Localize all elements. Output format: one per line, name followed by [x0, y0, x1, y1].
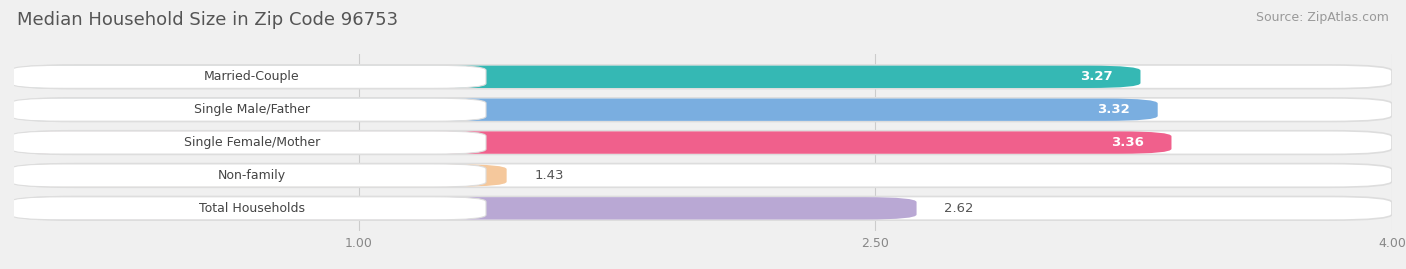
Text: Single Female/Mother: Single Female/Mother [184, 136, 321, 149]
FancyBboxPatch shape [11, 131, 486, 154]
Text: 3.36: 3.36 [1111, 136, 1144, 149]
Text: Median Household Size in Zip Code 96753: Median Household Size in Zip Code 96753 [17, 11, 398, 29]
Text: Single Male/Father: Single Male/Father [194, 103, 309, 116]
FancyBboxPatch shape [14, 98, 1392, 122]
FancyBboxPatch shape [14, 164, 506, 187]
FancyBboxPatch shape [11, 197, 486, 220]
FancyBboxPatch shape [14, 131, 1392, 154]
FancyBboxPatch shape [11, 98, 486, 121]
FancyBboxPatch shape [14, 66, 1140, 88]
FancyBboxPatch shape [11, 164, 486, 187]
Text: Married-Couple: Married-Couple [204, 70, 299, 83]
Text: Non-family: Non-family [218, 169, 285, 182]
FancyBboxPatch shape [14, 65, 1392, 89]
Text: 3.32: 3.32 [1098, 103, 1130, 116]
Text: 2.62: 2.62 [945, 202, 973, 215]
FancyBboxPatch shape [14, 98, 1157, 121]
FancyBboxPatch shape [11, 65, 486, 88]
FancyBboxPatch shape [14, 164, 1392, 187]
FancyBboxPatch shape [14, 197, 917, 220]
Text: Total Households: Total Households [198, 202, 305, 215]
Text: Source: ZipAtlas.com: Source: ZipAtlas.com [1256, 11, 1389, 24]
FancyBboxPatch shape [14, 131, 1171, 154]
Text: 3.27: 3.27 [1080, 70, 1114, 83]
Text: 1.43: 1.43 [534, 169, 564, 182]
FancyBboxPatch shape [14, 196, 1392, 220]
